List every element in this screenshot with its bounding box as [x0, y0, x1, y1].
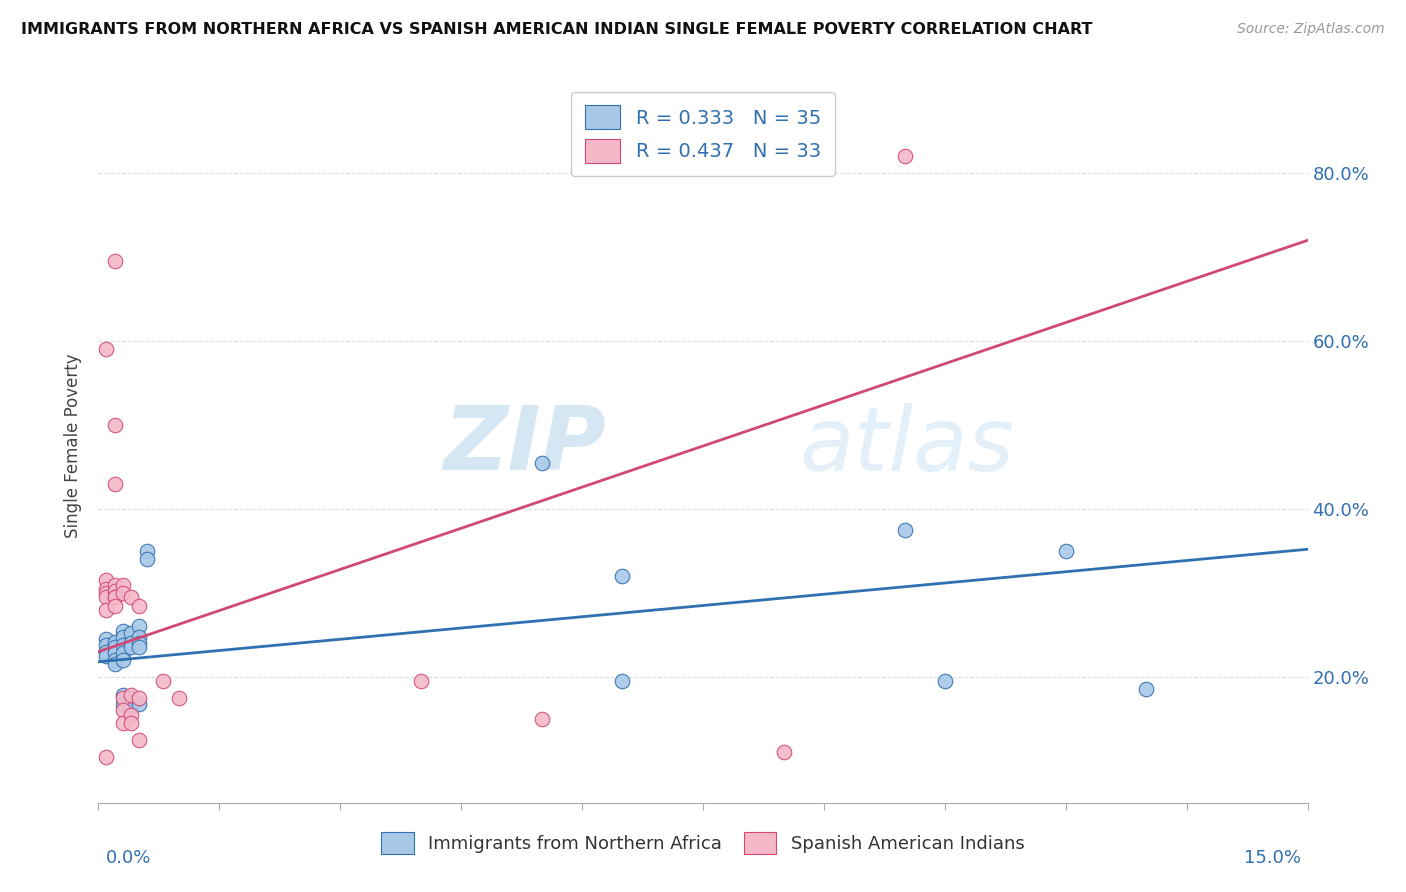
Point — [96, 582, 118, 596]
Point — [128, 630, 150, 644]
Point — [128, 636, 150, 650]
Point — [103, 476, 125, 491]
Point — [111, 653, 134, 667]
Point — [103, 577, 125, 591]
Point — [96, 574, 118, 588]
Point — [96, 603, 118, 617]
Point — [96, 749, 118, 764]
Point — [152, 674, 174, 689]
Point — [530, 712, 553, 726]
Point — [96, 632, 118, 646]
Point — [111, 690, 134, 705]
Point — [128, 690, 150, 705]
Point — [772, 746, 794, 760]
Point — [96, 586, 118, 600]
Text: 15.0%: 15.0% — [1243, 849, 1301, 867]
Point — [612, 569, 634, 583]
Point — [120, 636, 142, 650]
Point — [103, 590, 125, 604]
Point — [120, 699, 142, 714]
Point — [934, 674, 956, 689]
Y-axis label: Single Female Poverty: Single Female Poverty — [65, 354, 83, 538]
Text: atlas: atlas — [800, 403, 1015, 489]
Point — [128, 732, 150, 747]
Point — [612, 674, 634, 689]
Point — [96, 638, 118, 652]
Text: 0.0%: 0.0% — [105, 849, 150, 867]
Point — [120, 716, 142, 731]
Point — [111, 646, 134, 660]
Point — [1135, 682, 1157, 697]
Point — [120, 690, 142, 705]
Point — [103, 634, 125, 648]
Point — [103, 653, 125, 667]
Point — [120, 707, 142, 722]
Point — [111, 689, 134, 703]
Point — [120, 590, 142, 604]
Point — [96, 645, 118, 659]
Point — [103, 590, 125, 604]
Text: Source: ZipAtlas.com: Source: ZipAtlas.com — [1237, 22, 1385, 37]
Point — [103, 584, 125, 599]
Point — [120, 689, 142, 703]
Point — [111, 638, 134, 652]
Point — [893, 523, 915, 537]
Text: IMMIGRANTS FROM NORTHERN AFRICA VS SPANISH AMERICAN INDIAN SINGLE FEMALE POVERTY: IMMIGRANTS FROM NORTHERN AFRICA VS SPANI… — [21, 22, 1092, 37]
Point — [893, 149, 915, 163]
Point — [128, 640, 150, 655]
Point — [120, 640, 142, 655]
Point — [96, 343, 118, 357]
Point — [111, 624, 134, 638]
Point — [103, 599, 125, 613]
Point — [128, 697, 150, 711]
Point — [128, 599, 150, 613]
Point — [96, 648, 118, 663]
Point — [120, 626, 142, 640]
Point — [111, 716, 134, 731]
Point — [1054, 544, 1077, 558]
Point — [103, 417, 125, 432]
Point — [96, 590, 118, 604]
Point — [135, 544, 157, 558]
Point — [103, 640, 125, 655]
Point — [103, 646, 125, 660]
Point — [111, 577, 134, 591]
Point — [103, 254, 125, 268]
Point — [128, 619, 150, 633]
Legend: Immigrants from Northern Africa, Spanish American Indians: Immigrants from Northern Africa, Spanish… — [374, 825, 1032, 862]
Point — [111, 586, 134, 600]
Point — [135, 552, 157, 566]
Point — [111, 697, 134, 711]
Point — [167, 690, 190, 705]
Point — [103, 657, 125, 672]
Point — [530, 456, 553, 470]
Text: ZIP: ZIP — [443, 402, 606, 490]
Point — [111, 630, 134, 644]
Point — [111, 703, 134, 717]
Point — [409, 674, 432, 689]
